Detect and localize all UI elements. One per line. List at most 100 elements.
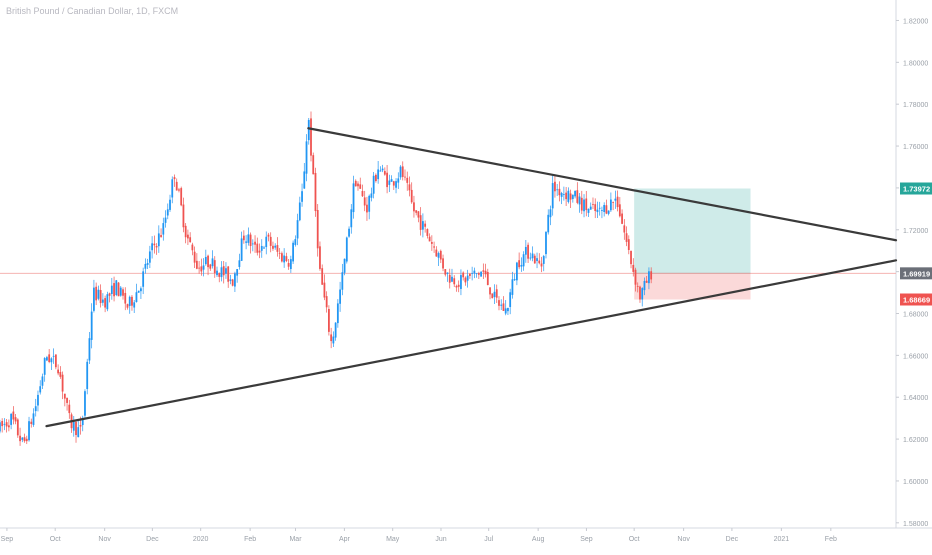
candle-down-body bbox=[104, 298, 107, 308]
candle-down-body bbox=[227, 266, 230, 282]
candle-down-body bbox=[486, 271, 489, 286]
time-tick-label: Mar bbox=[289, 536, 302, 543]
candle-up-body bbox=[32, 413, 35, 425]
time-tick-label: Jun bbox=[435, 536, 446, 543]
candle-up-body bbox=[648, 271, 650, 284]
stop-loss-zone bbox=[634, 273, 751, 300]
candle-up-body bbox=[247, 234, 250, 243]
candle-up-body bbox=[144, 263, 147, 269]
candle-up-body bbox=[52, 355, 55, 357]
candle-down-body bbox=[175, 181, 178, 191]
candle-down-body bbox=[435, 249, 438, 257]
price-tick-label: 1.78000 bbox=[903, 102, 928, 109]
candle-down-body bbox=[484, 270, 487, 275]
candle-down-body bbox=[95, 286, 98, 301]
candle-up-body bbox=[536, 258, 538, 262]
candle-down-body bbox=[182, 204, 185, 228]
candle-down-body bbox=[14, 417, 17, 422]
price-tick-label: 1.68000 bbox=[903, 312, 928, 319]
candle-up-body bbox=[292, 242, 294, 262]
candle-up-body bbox=[37, 394, 39, 406]
candle-up-body bbox=[307, 119, 310, 141]
candle-down-body bbox=[636, 285, 639, 287]
candle-down-body bbox=[594, 204, 597, 212]
candle-down-body bbox=[207, 255, 209, 268]
candle-up-body bbox=[421, 221, 424, 230]
candle-down-body bbox=[66, 397, 68, 403]
candle-up-body bbox=[204, 256, 207, 265]
candle-up-body bbox=[547, 214, 550, 233]
candle-down-body bbox=[618, 204, 621, 217]
candle-down-body bbox=[442, 258, 444, 269]
candle-up-body bbox=[475, 272, 478, 274]
resistance-trendline bbox=[307, 127, 898, 242]
candle-down-body bbox=[209, 264, 212, 269]
candle-down-body bbox=[222, 266, 225, 276]
candle-down-body bbox=[639, 286, 641, 300]
candle-up-body bbox=[395, 181, 397, 188]
candle-up-body bbox=[263, 247, 265, 249]
candle-up-body bbox=[240, 238, 243, 261]
candle-down-body bbox=[565, 192, 568, 200]
candle-down-body bbox=[285, 256, 288, 262]
candle-up-body bbox=[379, 170, 382, 172]
candle-up-body bbox=[466, 275, 469, 281]
candle-up-body bbox=[169, 199, 171, 210]
candle-down-body bbox=[200, 266, 203, 272]
candle-up-body bbox=[509, 292, 512, 307]
time-tick-label: Feb bbox=[825, 536, 837, 543]
candle-down-body bbox=[16, 419, 19, 436]
candle-down-body bbox=[444, 269, 447, 275]
candle-down-body bbox=[122, 289, 124, 296]
price-tick-label: 1.60000 bbox=[903, 479, 928, 486]
candle-down-body bbox=[448, 274, 451, 283]
candle-up-body bbox=[137, 290, 140, 293]
candle-up-body bbox=[236, 269, 239, 276]
candle-down-body bbox=[569, 193, 572, 200]
candle-up-body bbox=[34, 406, 37, 412]
candle-down-body bbox=[213, 260, 216, 274]
candle-down-body bbox=[63, 393, 66, 399]
candle-up-body bbox=[372, 175, 375, 194]
candle-up-body bbox=[350, 209, 353, 228]
time-tick-label: Dec bbox=[146, 536, 159, 543]
price-badges: 1.73972 1.69919 1.68669 bbox=[900, 182, 932, 306]
candle-down-body bbox=[401, 166, 404, 177]
candle-down-body bbox=[193, 251, 196, 263]
candle-down-body bbox=[124, 292, 127, 304]
candle-down-body bbox=[457, 284, 460, 287]
candle-up-body bbox=[589, 206, 592, 210]
candle-down-body bbox=[310, 118, 312, 156]
candle-down-body bbox=[634, 269, 637, 285]
candle-down-body bbox=[605, 205, 608, 214]
candle-down-body bbox=[386, 172, 388, 188]
candle-down-body bbox=[533, 255, 536, 264]
candle-down-body bbox=[113, 283, 115, 297]
candle-up-body bbox=[583, 199, 585, 212]
candle-up-body bbox=[294, 239, 297, 245]
candle-up-body bbox=[549, 209, 552, 218]
candle-up-body bbox=[493, 291, 496, 298]
candle-down-body bbox=[287, 263, 290, 267]
candle-up-body bbox=[504, 308, 507, 314]
candle-down-body bbox=[57, 369, 60, 374]
target-price-badge: 1.73972 bbox=[903, 185, 930, 194]
candle-up-body bbox=[229, 279, 232, 281]
candle-up-body bbox=[531, 253, 534, 259]
candle-up-body bbox=[220, 267, 223, 278]
candle-up-body bbox=[388, 180, 391, 185]
candle-up-body bbox=[86, 361, 89, 390]
candle-down-body bbox=[354, 180, 357, 187]
candle-down-body bbox=[187, 234, 189, 239]
candle-up-body bbox=[225, 268, 227, 274]
candle-down-body bbox=[650, 271, 653, 280]
candle-down-body bbox=[1, 420, 4, 427]
candle-down-body bbox=[468, 273, 471, 276]
time-tick-label: May bbox=[386, 536, 400, 543]
candle-down-body bbox=[99, 290, 102, 304]
candle-down-body bbox=[319, 246, 321, 269]
candle-down-body bbox=[75, 421, 77, 436]
price-tick-label: 1.76000 bbox=[903, 144, 928, 151]
